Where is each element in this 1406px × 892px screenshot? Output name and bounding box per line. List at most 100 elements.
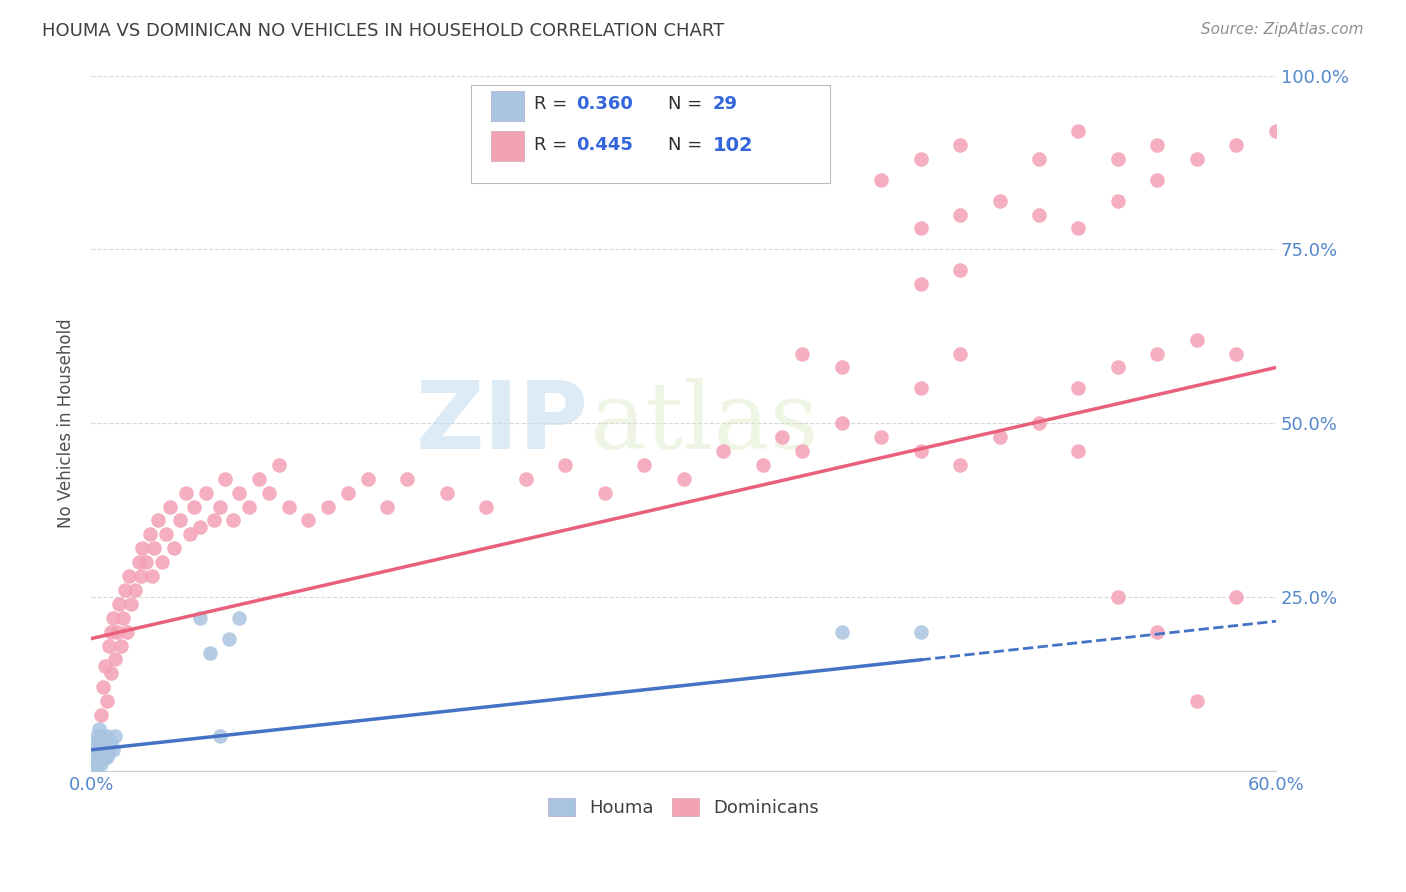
Point bbox=[87, 722, 110, 736]
Point bbox=[1146, 173, 1168, 187]
Point bbox=[910, 277, 932, 291]
Point bbox=[228, 485, 250, 500]
Text: N =: N = bbox=[668, 95, 707, 113]
Text: ZIP: ZIP bbox=[416, 377, 589, 469]
Point bbox=[1067, 444, 1090, 458]
Text: 0.360: 0.360 bbox=[576, 95, 633, 113]
Point bbox=[96, 749, 118, 764]
Point bbox=[131, 541, 153, 556]
Point bbox=[711, 444, 734, 458]
Point bbox=[228, 611, 250, 625]
Point bbox=[107, 597, 129, 611]
Point bbox=[910, 221, 932, 235]
Point bbox=[316, 500, 339, 514]
Point bbox=[101, 743, 124, 757]
Point bbox=[949, 346, 972, 360]
Point bbox=[770, 430, 793, 444]
Text: Source: ZipAtlas.com: Source: ZipAtlas.com bbox=[1201, 22, 1364, 37]
Point bbox=[988, 430, 1011, 444]
Point bbox=[174, 485, 197, 500]
Point bbox=[672, 472, 695, 486]
Point bbox=[86, 729, 108, 743]
Point bbox=[257, 485, 280, 500]
Point bbox=[1146, 624, 1168, 639]
Text: atlas: atlas bbox=[589, 378, 818, 468]
Point bbox=[104, 652, 127, 666]
Point bbox=[949, 208, 972, 222]
Point bbox=[118, 569, 141, 583]
Point bbox=[1225, 590, 1247, 604]
Point bbox=[202, 513, 225, 527]
Point bbox=[1028, 416, 1050, 430]
Point bbox=[1028, 208, 1050, 222]
Point bbox=[515, 472, 537, 486]
Point bbox=[1225, 346, 1247, 360]
Point bbox=[114, 582, 136, 597]
Point bbox=[208, 500, 231, 514]
Point bbox=[910, 444, 932, 458]
Point bbox=[436, 485, 458, 500]
Point bbox=[179, 527, 201, 541]
Point bbox=[870, 173, 893, 187]
Point bbox=[90, 708, 112, 723]
Point bbox=[188, 611, 211, 625]
Point bbox=[356, 472, 378, 486]
Point bbox=[222, 513, 245, 527]
Point bbox=[100, 736, 122, 750]
Point bbox=[110, 639, 132, 653]
Point bbox=[1067, 381, 1090, 395]
Point bbox=[336, 485, 359, 500]
Point bbox=[1146, 346, 1168, 360]
Point bbox=[194, 485, 217, 500]
Point bbox=[90, 756, 112, 771]
Point bbox=[1185, 152, 1208, 166]
Point bbox=[1028, 152, 1050, 166]
Point bbox=[831, 624, 853, 639]
Point bbox=[84, 736, 107, 750]
Point bbox=[949, 138, 972, 153]
Point bbox=[910, 152, 932, 166]
Text: R =: R = bbox=[534, 136, 574, 154]
Point bbox=[91, 680, 114, 694]
Text: N =: N = bbox=[668, 136, 707, 154]
Point bbox=[475, 500, 498, 514]
Point bbox=[105, 624, 128, 639]
Point bbox=[84, 749, 107, 764]
Point bbox=[90, 729, 112, 743]
Point bbox=[90, 743, 112, 757]
Point bbox=[949, 458, 972, 472]
Point bbox=[1107, 194, 1129, 208]
Text: 29: 29 bbox=[713, 95, 738, 113]
Point bbox=[198, 646, 221, 660]
Point bbox=[593, 485, 616, 500]
Point bbox=[129, 569, 152, 583]
Point bbox=[1185, 333, 1208, 347]
Point bbox=[87, 736, 110, 750]
Text: 0.445: 0.445 bbox=[576, 136, 633, 154]
Point bbox=[208, 729, 231, 743]
Point bbox=[988, 194, 1011, 208]
Point bbox=[97, 743, 120, 757]
Point bbox=[214, 472, 236, 486]
Point bbox=[143, 541, 166, 556]
Point bbox=[790, 444, 813, 458]
Point bbox=[97, 639, 120, 653]
Point bbox=[148, 513, 170, 527]
Point bbox=[1225, 138, 1247, 153]
Point bbox=[163, 541, 186, 556]
Point bbox=[141, 569, 163, 583]
Point bbox=[104, 729, 127, 743]
Point bbox=[183, 500, 205, 514]
Point bbox=[101, 611, 124, 625]
Point bbox=[277, 500, 299, 514]
Text: HOUMA VS DOMINICAN NO VEHICLES IN HOUSEHOLD CORRELATION CHART: HOUMA VS DOMINICAN NO VEHICLES IN HOUSEH… bbox=[42, 22, 724, 40]
Point bbox=[238, 500, 260, 514]
Point bbox=[120, 597, 142, 611]
Point bbox=[96, 729, 118, 743]
Point bbox=[96, 694, 118, 708]
Point bbox=[139, 527, 162, 541]
Point bbox=[155, 527, 177, 541]
Y-axis label: No Vehicles in Household: No Vehicles in Household bbox=[58, 318, 75, 528]
Point bbox=[267, 458, 290, 472]
Point bbox=[1067, 124, 1090, 138]
